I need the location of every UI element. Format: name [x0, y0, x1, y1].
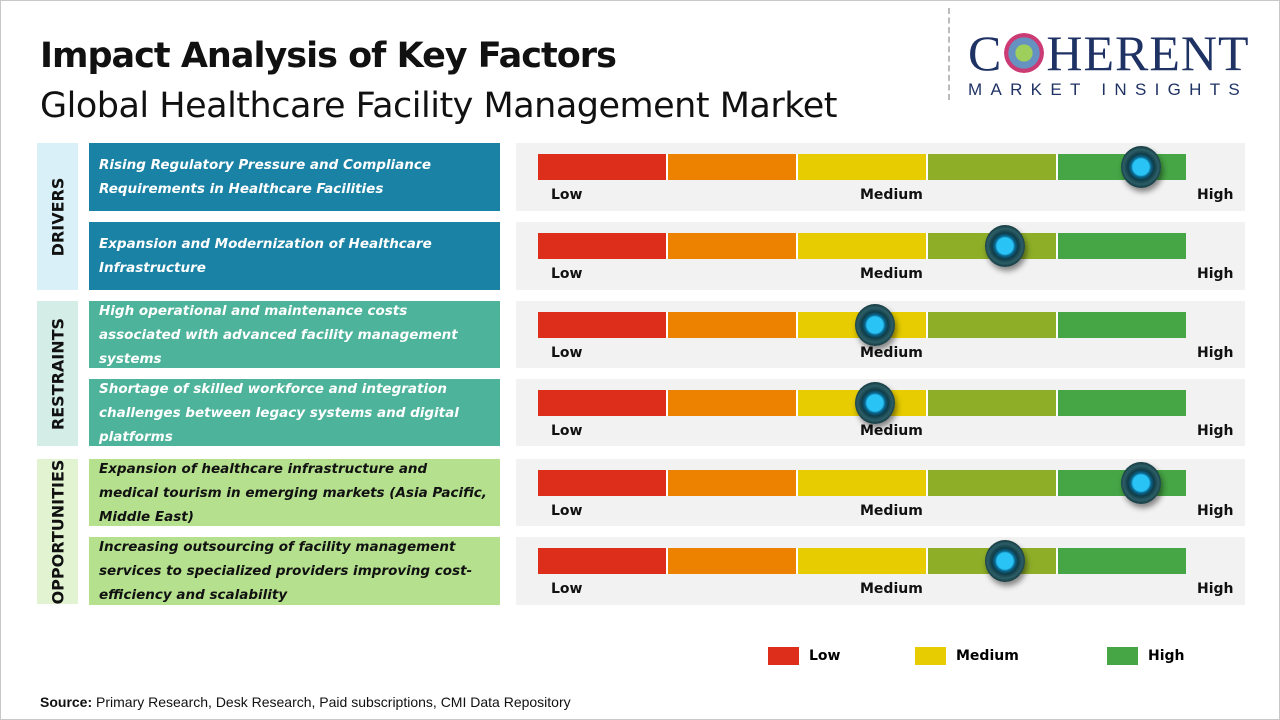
label-low: Low: [551, 581, 583, 597]
divider: [948, 8, 950, 100]
gauge-segment: [538, 548, 668, 574]
label-low: Low: [551, 345, 583, 361]
gauge-bar: [538, 312, 1186, 338]
globe-icon: [1004, 33, 1045, 73]
gauge-bar: [538, 154, 1186, 180]
factor-text: Shortage of skilled workforce and integr…: [89, 379, 500, 446]
gauge-knob-icon: [984, 225, 1025, 267]
gauge-segment: [538, 470, 668, 496]
label-low: Low: [551, 503, 583, 519]
gauge-segment: [798, 548, 928, 574]
gauge-segment: [538, 390, 668, 416]
factor-text: Increasing outsourcing of facility manag…: [89, 537, 500, 605]
gauge-segment: [928, 312, 1058, 338]
label-high: High: [1197, 423, 1234, 439]
gauge-segment: [928, 390, 1058, 416]
legend-medium: Medium: [915, 647, 1019, 665]
gauge-knob-icon: [984, 540, 1025, 582]
logo-sub: MARKET INSIGHTS: [968, 80, 1249, 99]
gauge-segment: [798, 233, 928, 259]
page-title: Impact Analysis of Key Factors: [40, 36, 617, 76]
gauge-segment: [668, 233, 798, 259]
gauge-segment: [668, 548, 798, 574]
logo: C HERENT MARKET INSIGHTS: [968, 28, 1260, 100]
label-medium: Medium: [860, 266, 923, 282]
gauge-segment: [798, 470, 928, 496]
impact-gauge: Low Medium High: [516, 537, 1245, 605]
gauge-knob-icon: [854, 382, 895, 424]
gauge-bar: [538, 233, 1186, 259]
label-medium: Medium: [860, 187, 923, 203]
gauge-segment: [668, 312, 798, 338]
label-medium: Medium: [860, 423, 923, 439]
gauge-segment: [1058, 312, 1186, 338]
label-high: High: [1197, 345, 1234, 361]
gauge-bar: [538, 548, 1186, 574]
gauge-segment: [798, 154, 928, 180]
page-subtitle: Global Healthcare Facility Management Ma…: [40, 86, 838, 126]
label-high: High: [1197, 581, 1234, 597]
gauge-bar: [538, 470, 1186, 496]
label-medium: Medium: [860, 503, 923, 519]
factor-text: Rising Regulatory Pressure and Complianc…: [89, 143, 500, 211]
factor-text: Expansion and Modernization of Healthcar…: [89, 222, 500, 290]
legend-high: High: [1107, 647, 1185, 665]
label-low: Low: [551, 187, 583, 203]
logo-main: C HERENT: [968, 25, 1250, 81]
gauge-segment: [1058, 548, 1186, 574]
gauge-segment: [668, 154, 798, 180]
source-note: Source: Primary Research, Desk Research,…: [40, 694, 571, 710]
gauge-segment: [538, 233, 668, 259]
label-medium: Medium: [860, 581, 923, 597]
category-opportunities: OPPORTUNITIES: [37, 459, 78, 604]
factor-text: High operational and maintenance costs a…: [89, 301, 500, 368]
label-high: High: [1197, 266, 1234, 282]
label-high: High: [1197, 503, 1234, 519]
category-restraints: RESTRAINTS: [37, 301, 78, 446]
label-low: Low: [551, 266, 583, 282]
gauge-bar: [538, 390, 1186, 416]
factor-text: Expansion of healthcare infrastructure a…: [89, 459, 500, 526]
label-low: Low: [551, 423, 583, 439]
gauge-knob-icon: [1120, 462, 1161, 504]
gauge-segment: [928, 154, 1058, 180]
impact-gauge: Low Medium High: [516, 301, 1245, 368]
legend-low: Low: [768, 647, 840, 665]
category-drivers: DRIVERS: [37, 143, 78, 290]
gauge-knob-icon: [854, 304, 895, 346]
gauge-knob-icon: [1120, 146, 1161, 188]
gauge-segment: [538, 154, 668, 180]
gauge-segment: [1058, 233, 1186, 259]
label-high: High: [1197, 187, 1234, 203]
gauge-segment: [538, 312, 668, 338]
gauge-segment: [668, 390, 798, 416]
gauge-segment: [1058, 390, 1186, 416]
gauge-segment: [668, 470, 798, 496]
label-medium: Medium: [860, 345, 923, 361]
gauge-segment: [928, 470, 1058, 496]
impact-gauge: Low Medium High: [516, 379, 1245, 446]
impact-gauge: Low Medium High: [516, 459, 1245, 526]
impact-gauge: Low Medium High: [516, 143, 1245, 211]
impact-gauge: Low Medium High: [516, 222, 1245, 290]
